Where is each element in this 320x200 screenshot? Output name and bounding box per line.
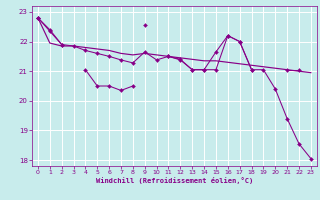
X-axis label: Windchill (Refroidissement éolien,°C): Windchill (Refroidissement éolien,°C) xyxy=(96,177,253,184)
